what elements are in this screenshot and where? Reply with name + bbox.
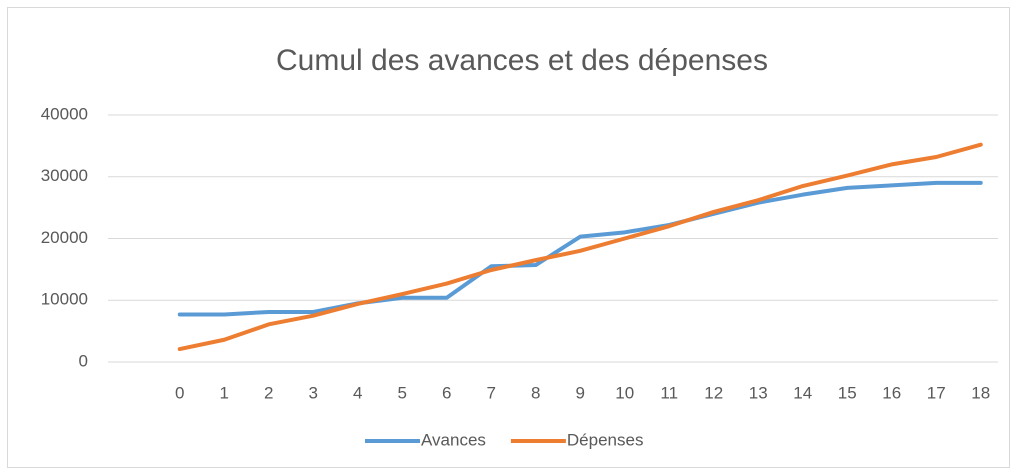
- x-tick-label: 15: [838, 383, 857, 402]
- x-tick-label: 2: [264, 383, 273, 402]
- chart-border: [7, 7, 1010, 468]
- series-line: [177, 180, 983, 317]
- x-tick-label: 5: [398, 383, 407, 402]
- x-tick-label: 4: [353, 383, 362, 402]
- x-tick-label: 1: [220, 383, 229, 402]
- series-line: [177, 142, 983, 352]
- x-tick-label: 3: [309, 383, 318, 402]
- y-tick-label: 30000: [41, 166, 88, 185]
- y-tick-label: 20000: [41, 228, 88, 247]
- y-tick-label: 40000: [41, 104, 88, 123]
- legend-label: Dépenses: [567, 430, 644, 449]
- x-tick-label: 17: [927, 383, 946, 402]
- x-tick-label: 12: [704, 383, 723, 402]
- x-tick-label: 13: [749, 383, 768, 402]
- x-tick-label: 18: [971, 383, 990, 402]
- x-tick-label: 14: [793, 383, 812, 402]
- legend-label: Avances: [421, 430, 486, 449]
- y-tick-label: 0: [79, 351, 88, 370]
- x-tick-label: 8: [531, 383, 540, 402]
- x-tick-label: 7: [487, 383, 496, 402]
- chart-title: Cumul des avances et des dépenses: [276, 44, 768, 77]
- x-tick-label: 0: [175, 383, 184, 402]
- x-tick-label: 10: [615, 383, 634, 402]
- y-tick-label: 10000: [41, 290, 88, 309]
- x-tick-label: 9: [576, 383, 585, 402]
- x-tick-label: 16: [882, 383, 901, 402]
- x-tick-label: 11: [660, 383, 678, 402]
- x-tick-label: 6: [442, 383, 451, 402]
